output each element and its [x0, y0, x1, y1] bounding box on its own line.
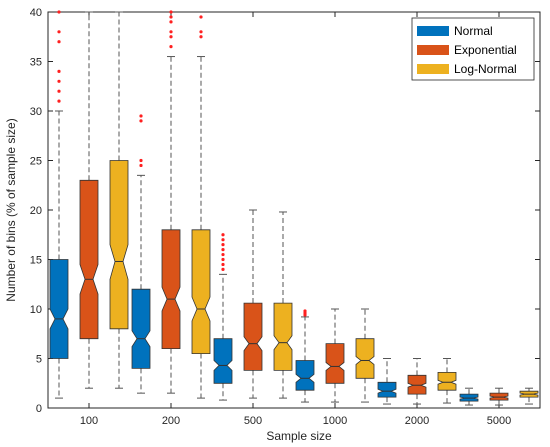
box-log-normal-500 [273, 302, 293, 371]
outlier-point [57, 40, 61, 44]
outlier-point [199, 35, 203, 39]
box-normal-200 [131, 288, 151, 369]
outlier-point [139, 163, 143, 168]
box-log-normal-2000 [437, 371, 457, 391]
outlier-point [199, 15, 203, 19]
outlier-point [169, 15, 173, 19]
legend-swatch-normal [417, 26, 449, 36]
legend-label-normal: Normal [454, 24, 493, 38]
y-tick-label: 0 [36, 403, 42, 415]
outlier-point [221, 233, 225, 237]
outlier-point [199, 30, 203, 34]
outlier-point [169, 20, 173, 24]
plot-area: 0 5 10 15 20 25 30 35 40 100 200 500 1000 2000 5000 Nor… [30, 7, 541, 427]
outlier-point [221, 248, 225, 252]
x-tick-label: 5000 [487, 415, 511, 427]
y-tick-label: 5 [36, 354, 42, 366]
box-log-normal-1000 [355, 338, 375, 379]
outlier-point [57, 30, 61, 34]
legend-swatch-log-normal [417, 64, 449, 74]
outlier-point [57, 10, 61, 14]
outlier-point [139, 114, 143, 118]
x-tick-label: 500 [244, 415, 262, 427]
x-tick-label: 1000 [323, 415, 347, 427]
x-axis-label: Sample size [266, 429, 332, 443]
outlier-point [221, 257, 225, 262]
y-tick-label: 10 [30, 304, 42, 316]
box-log-normal-200 [191, 229, 211, 355]
x-tick-label: 200 [162, 415, 180, 427]
outlier-point [57, 69, 61, 73]
box-exponential-500 [243, 302, 263, 371]
outlier-point [139, 119, 143, 123]
y-tick-label: 20 [30, 205, 42, 217]
y-tick-label: 40 [30, 7, 42, 19]
outlier-point [169, 30, 173, 34]
box-normal-500 [213, 338, 233, 384]
box-normal-2000 [377, 381, 397, 398]
outlier-point [169, 35, 173, 39]
y-tick-label: 30 [30, 106, 42, 118]
outlier-point [57, 79, 61, 83]
outlier-point [221, 262, 225, 267]
outlier-point [303, 309, 307, 313]
outlier-point [57, 89, 61, 93]
box-normal-1000 [295, 360, 315, 391]
outlier-point [221, 267, 225, 271]
legend-label-log-normal: Log-Normal [454, 62, 517, 76]
x-tick-label: 100 [80, 415, 98, 427]
outlier-point [169, 45, 173, 49]
x-tick-label: 2000 [405, 415, 429, 427]
outlier-point [57, 99, 61, 103]
outlier-point [221, 243, 225, 247]
y-tick-label: 35 [30, 57, 42, 69]
legend-swatch-exponential [417, 45, 449, 55]
y-tick-label: 25 [30, 156, 42, 168]
legend-label-exponential: Exponential [454, 43, 517, 57]
box-log-normal-100 [109, 160, 129, 330]
box-exponential-200 [161, 229, 181, 350]
box-exponential-1000 [325, 343, 345, 384]
outlier-point [169, 10, 173, 14]
y-tick-label: 15 [30, 255, 42, 267]
box-exponential-5000 [489, 392, 509, 401]
box-normal-100 [49, 259, 69, 359]
outlier-point [139, 158, 143, 163]
outlier-point [221, 252, 225, 257]
y-axis-label: Number of bins (% of sample size) [4, 118, 18, 301]
box-exponential-100 [79, 179, 99, 340]
outlier-point [221, 238, 225, 242]
box-exponential-2000 [407, 374, 427, 395]
